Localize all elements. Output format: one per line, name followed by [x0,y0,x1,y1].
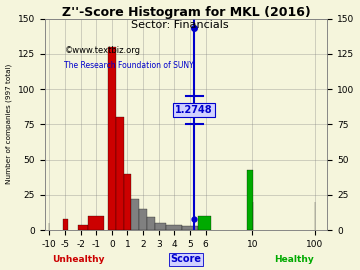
Text: Unhealthy: Unhealthy [52,255,105,264]
Bar [247,170,253,230]
Bar [182,226,198,230]
Text: 1.2748: 1.2748 [175,105,213,115]
Bar [147,217,155,230]
Bar [116,117,123,230]
Bar [198,216,211,230]
Bar [63,219,68,230]
X-axis label: Score: Score [171,254,202,264]
Y-axis label: Number of companies (997 total): Number of companies (997 total) [5,64,12,184]
Text: Sector: Financials: Sector: Financials [131,20,229,30]
Bar [131,199,139,230]
Text: Healthy: Healthy [274,255,314,264]
Bar [166,225,182,230]
Bar [123,174,131,230]
Bar [78,225,88,230]
Bar [88,216,104,230]
Bar [108,47,116,230]
Bar [139,209,147,230]
Text: ©www.textbiz.org: ©www.textbiz.org [64,46,140,55]
Title: Z''-Score Histogram for MKL (2016): Z''-Score Histogram for MKL (2016) [62,6,310,19]
Text: The Research Foundation of SUNY: The Research Foundation of SUNY [64,61,194,70]
Bar [155,223,166,230]
